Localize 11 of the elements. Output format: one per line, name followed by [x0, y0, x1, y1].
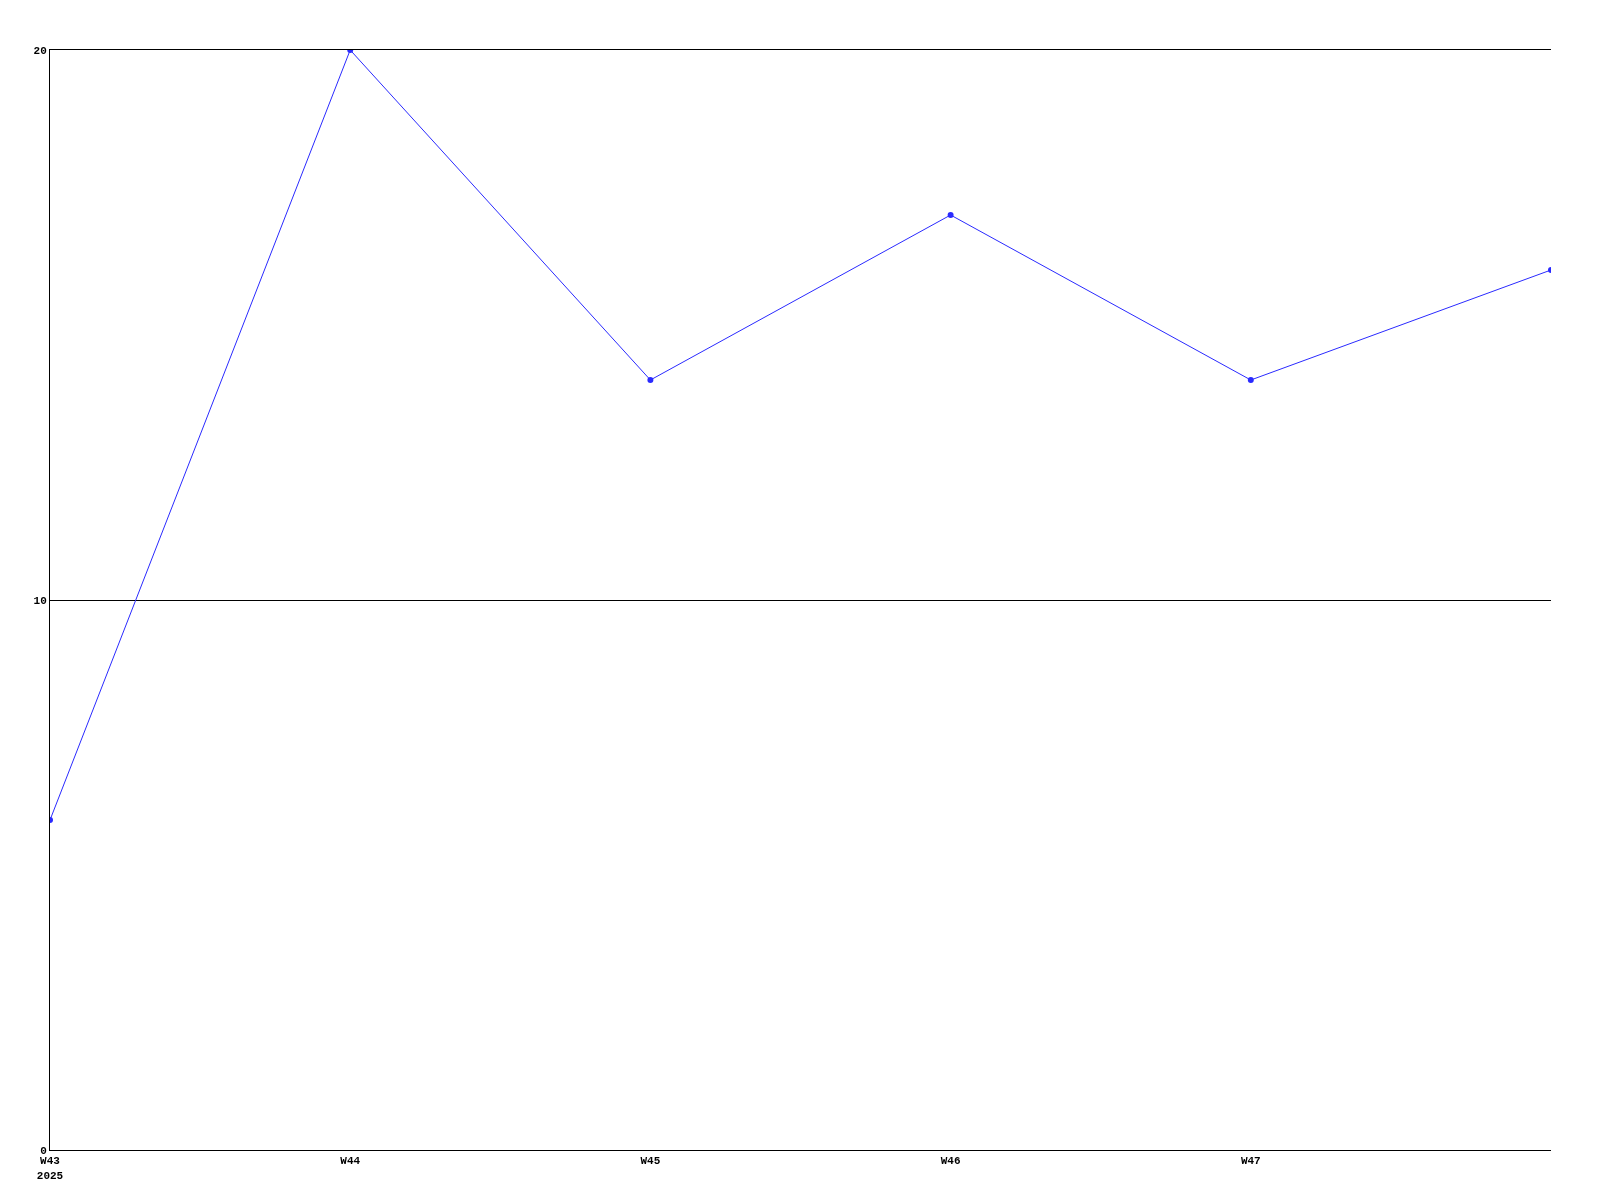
x-tick-label: W43 2025	[36, 1155, 64, 1182]
x-tick-label: W44	[340, 1155, 361, 1168]
y-tick-label: 0	[40, 1144, 47, 1157]
point	[647, 377, 654, 383]
point	[947, 212, 954, 218]
x-tick-label: W45	[640, 1155, 661, 1168]
x-tick-label: W47	[1240, 1155, 1261, 1168]
point	[1247, 377, 1254, 383]
x-tick-label: W46	[940, 1155, 961, 1168]
y-tick-label: 10	[33, 594, 47, 607]
y-tick-label: 20	[33, 44, 47, 57]
